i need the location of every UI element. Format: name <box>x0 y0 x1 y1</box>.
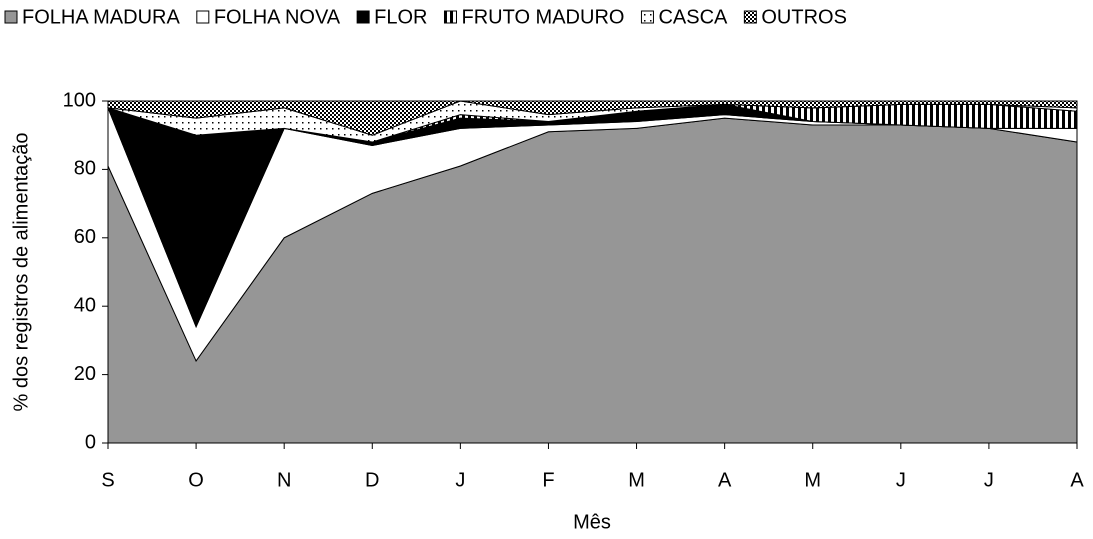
x-tick-label: M <box>804 469 821 491</box>
area <box>107 100 1078 136</box>
legend-swatch <box>640 10 654 24</box>
x-tick-label: D <box>365 469 379 491</box>
y-tick-label: 20 <box>74 363 96 385</box>
x-axis-title: Mês <box>573 511 611 533</box>
y-tick-label: 60 <box>74 226 96 248</box>
x-tick-label: O <box>188 469 204 491</box>
x-tick-label: S <box>101 469 114 491</box>
legend-label: FOLHA MADURA <box>22 6 180 28</box>
legend-label: CASCA <box>658 6 728 28</box>
y-tick-label: 80 <box>74 158 96 180</box>
x-tick-label: J <box>896 469 906 491</box>
x-tick-label: J <box>984 469 994 491</box>
y-tick-label: 0 <box>85 431 96 453</box>
legend-label: FOLHA NOVA <box>214 6 341 28</box>
legend-label: OUTROS <box>761 6 847 28</box>
x-tick-label: N <box>277 469 291 491</box>
y-axis-title: % dos registros de alimentação <box>10 132 32 411</box>
y-tick-label: 40 <box>74 294 96 316</box>
legend-swatch <box>443 10 457 24</box>
legend-label: FLOR <box>374 6 427 28</box>
x-tick-label: J <box>455 469 465 491</box>
legend-label: FRUTO MADURO <box>461 6 624 28</box>
x-tick-label: A <box>1070 469 1084 491</box>
legend-swatch <box>196 10 210 24</box>
legend-swatch <box>356 10 370 24</box>
x-tick-label: M <box>628 469 645 491</box>
x-tick-label: F <box>542 469 554 491</box>
y-tick-label: 100 <box>63 89 96 111</box>
x-tick-label: A <box>718 469 732 491</box>
legend-swatch <box>743 10 757 24</box>
legend-swatch <box>4 10 18 24</box>
